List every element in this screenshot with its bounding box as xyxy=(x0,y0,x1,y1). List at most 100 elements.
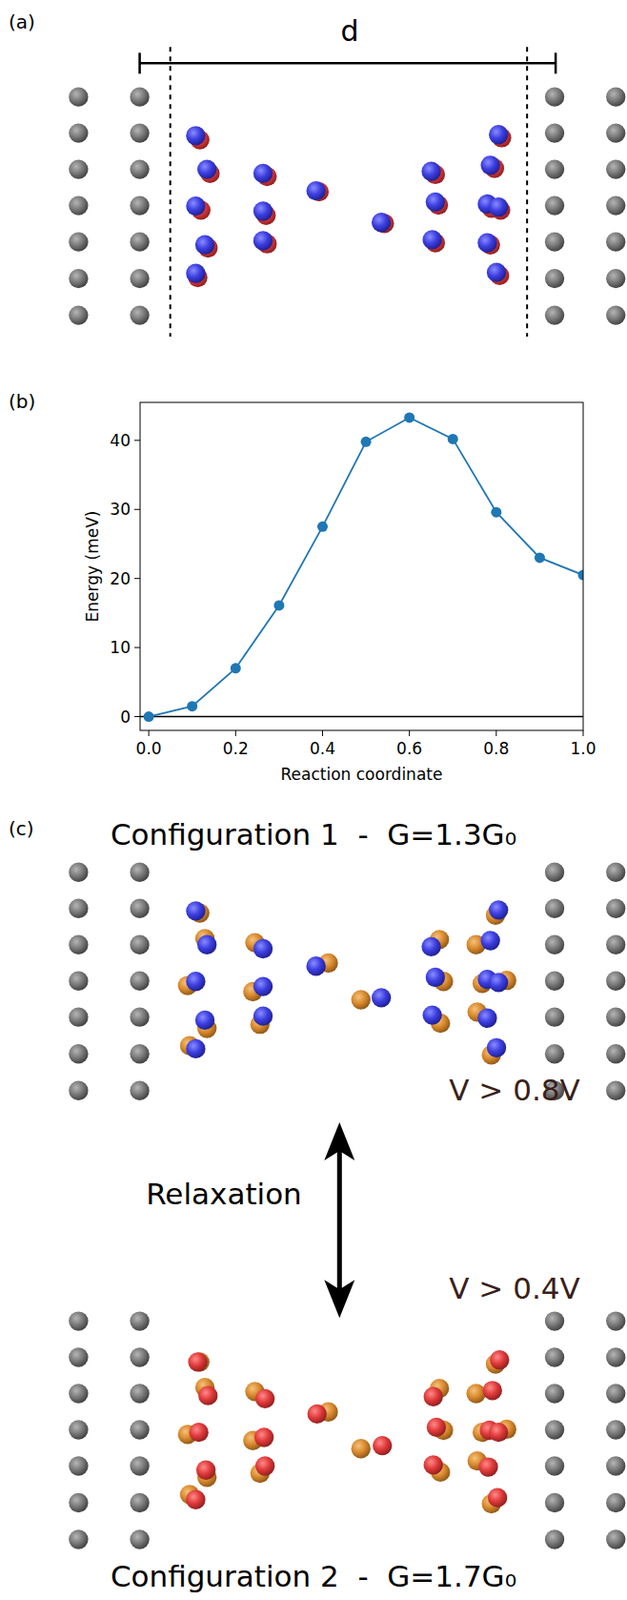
atom xyxy=(606,1418,626,1438)
atom xyxy=(68,1528,88,1548)
atom xyxy=(422,1004,442,1024)
arrow-head xyxy=(323,1121,355,1160)
atom xyxy=(426,1416,446,1437)
atom xyxy=(606,1007,626,1027)
atom xyxy=(545,122,565,142)
atom xyxy=(424,1386,444,1406)
energy-point xyxy=(273,599,284,610)
atom xyxy=(545,86,565,106)
atom xyxy=(129,862,149,882)
atom xyxy=(606,268,626,288)
atom xyxy=(129,231,149,251)
y-tick-label: 20 xyxy=(109,568,131,588)
atom xyxy=(68,1007,88,1027)
x-tick-label: 0.2 xyxy=(222,738,249,758)
atom xyxy=(253,230,273,250)
energy-line xyxy=(148,417,584,717)
atom xyxy=(545,304,565,324)
atom xyxy=(488,899,508,919)
atom xyxy=(195,235,215,255)
x-tick xyxy=(408,729,410,736)
y-tick-label: 40 xyxy=(109,430,131,450)
atom xyxy=(545,1382,565,1402)
atom xyxy=(129,195,149,215)
x-tick xyxy=(235,729,237,736)
atom xyxy=(545,898,565,918)
atom xyxy=(545,1310,565,1330)
x-tick-label: 0.8 xyxy=(483,738,509,758)
boundary-line xyxy=(169,46,172,337)
atom xyxy=(129,1310,149,1330)
atom xyxy=(129,1043,149,1063)
atom xyxy=(488,124,508,144)
atom xyxy=(185,900,205,920)
atom xyxy=(421,936,441,956)
atom xyxy=(477,1008,497,1028)
atom xyxy=(185,263,205,284)
atom xyxy=(606,1346,626,1366)
x-tick-label: 0.6 xyxy=(396,738,423,758)
atom xyxy=(129,934,149,954)
atom xyxy=(545,970,565,991)
atom xyxy=(68,970,88,991)
reference-line xyxy=(140,715,584,718)
atom xyxy=(545,268,565,288)
transition-label: Relaxation xyxy=(145,1175,303,1211)
x-tick-label: 1.0 xyxy=(569,738,596,758)
atom xyxy=(185,196,205,216)
atom xyxy=(606,862,626,882)
atom xyxy=(545,1346,565,1366)
atom xyxy=(488,971,508,992)
atom xyxy=(545,862,565,882)
atom xyxy=(129,898,149,918)
x-tick xyxy=(148,729,150,736)
atom xyxy=(545,195,565,215)
atom xyxy=(68,1418,88,1438)
atom xyxy=(129,1492,149,1512)
atom xyxy=(545,1043,565,1063)
atom xyxy=(68,86,88,106)
atom xyxy=(68,195,88,215)
configuration-title: Configuration 1 - G=1.3G₀ xyxy=(110,816,517,851)
atom xyxy=(185,970,205,991)
atom xyxy=(606,122,626,142)
atom xyxy=(487,1486,507,1506)
y-tick xyxy=(134,577,141,579)
atom xyxy=(545,1418,565,1438)
atom xyxy=(425,192,445,212)
energy-point xyxy=(490,506,502,518)
atom xyxy=(606,1310,626,1330)
plot-data xyxy=(140,411,584,722)
atom xyxy=(68,304,88,324)
atom xyxy=(129,1418,149,1438)
atom xyxy=(606,231,626,251)
atom xyxy=(483,1379,503,1399)
atom xyxy=(421,161,441,182)
atom xyxy=(606,1492,626,1512)
atom xyxy=(68,1492,88,1512)
atom xyxy=(488,197,508,217)
x-tick xyxy=(322,729,324,736)
atom xyxy=(606,970,626,991)
x-tick xyxy=(583,729,585,736)
atom xyxy=(489,1349,509,1369)
energy-point xyxy=(578,569,585,581)
atom xyxy=(545,231,565,251)
atomic-structure xyxy=(68,86,626,324)
atom xyxy=(68,1080,88,1100)
atom xyxy=(185,1489,205,1509)
energy-point xyxy=(230,662,242,673)
atom xyxy=(196,1459,216,1479)
atom xyxy=(480,930,500,950)
energy-point xyxy=(404,411,415,423)
atom xyxy=(486,1037,506,1057)
atom xyxy=(606,304,626,324)
atom xyxy=(188,1421,208,1441)
atom xyxy=(68,1310,88,1330)
y-tick-label: 10 xyxy=(109,637,131,657)
atom xyxy=(68,1346,88,1366)
atom xyxy=(606,898,626,918)
atom xyxy=(185,125,205,145)
voltage-label: V > 0.4V xyxy=(448,1270,580,1305)
atom xyxy=(351,1437,371,1457)
